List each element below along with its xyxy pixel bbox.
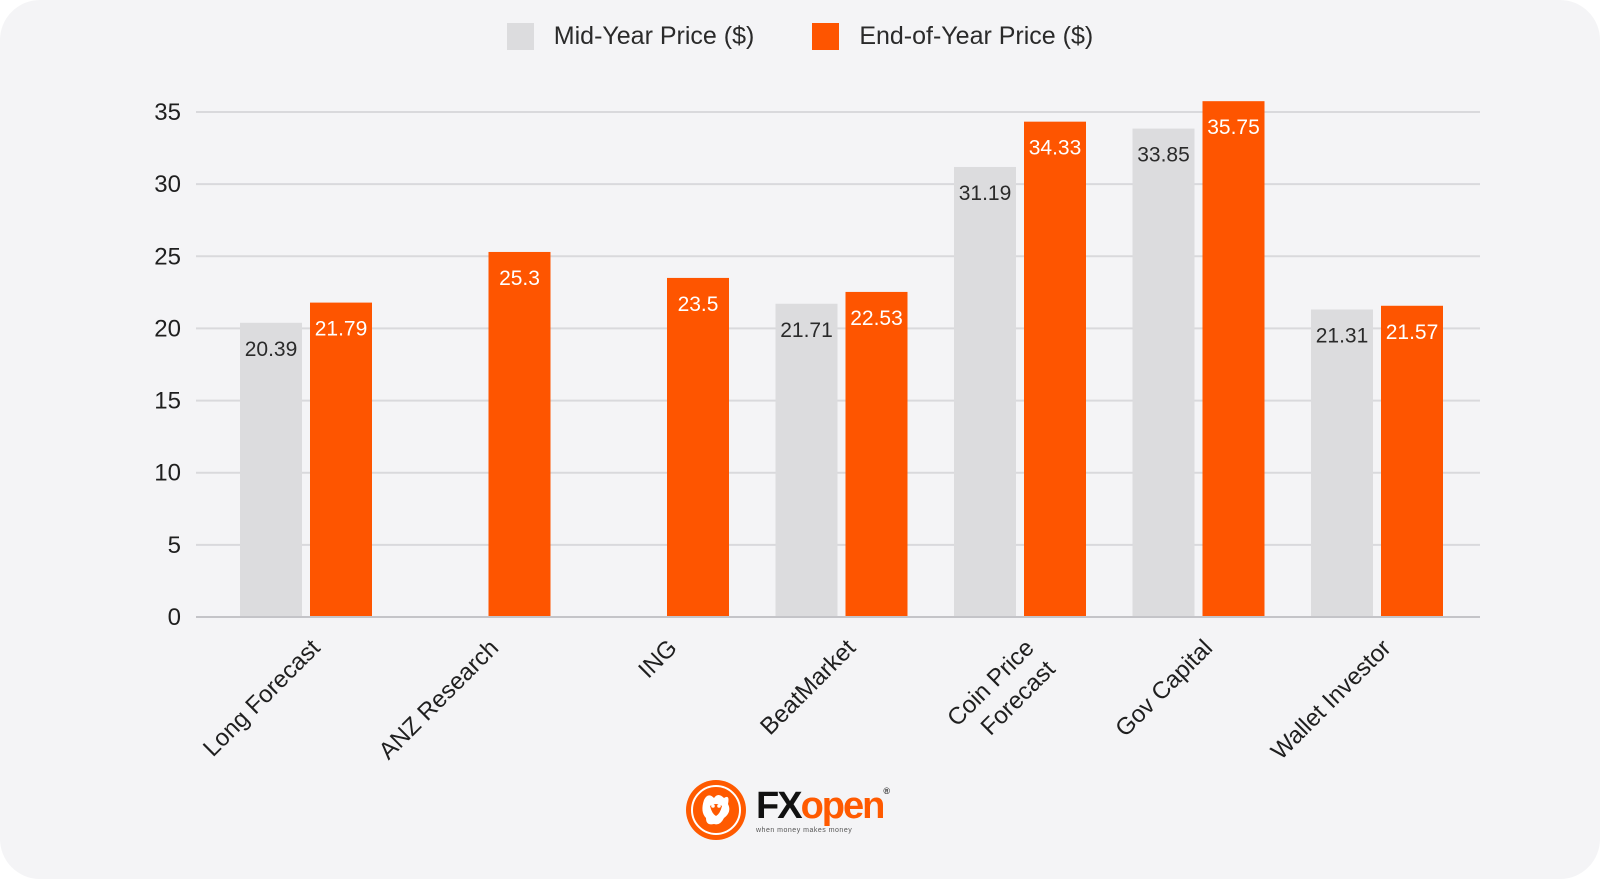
logo-wordmark: FXopen® when money makes money [756,784,890,834]
bar-mid-year [240,322,302,617]
y-tick-label: 20 [154,315,181,342]
legend-swatch-end-of-year [812,23,840,50]
bar-end-of-year [310,302,372,617]
bull-emblem-icon [686,780,746,840]
logo-tagline: when money makes money [756,826,853,834]
x-category-label-line: ING [633,634,682,683]
y-tick-label: 30 [154,171,181,198]
x-category-label-line: Long Forecast [198,634,326,762]
bar-mid-year [775,303,838,617]
legend-label-end-of-year: End-of-Year Price ($) [859,22,1094,50]
logo-open-text: open [800,784,886,827]
x-category-label-line: ANZ Research [374,634,504,764]
x-category-label: Long Forecast [198,634,326,762]
logo-registered-mark: ® [883,785,889,796]
logo-fx-text: FX [756,784,803,827]
x-category-label-line: Wallet Investor [1266,634,1397,765]
bar-end-of-year [1381,305,1443,617]
bar-mid-year [1311,309,1373,617]
data-label-mid-year: 21.31 [1316,325,1369,348]
legend-item-end-of-year: End-of-Year Price ($) [812,22,1093,51]
y-tick-label: 35 [154,99,181,126]
bar-mid-year [1132,128,1195,618]
data-label-end-of-year: 34.33 [1029,137,1082,160]
y-tick-label: 0 [168,604,181,631]
x-category-label-line: Gov Capital [1110,634,1218,742]
data-label-end-of-year: 21.57 [1386,321,1439,344]
legend: Mid-Year Price ($) End-of-Year Price ($) [0,22,1600,51]
y-tick-label: 15 [154,388,181,415]
legend-label-mid-year: Mid-Year Price ($) [553,22,755,50]
bar-end-of-year [1024,121,1086,617]
x-category-label: Gov Capital [1110,634,1218,742]
legend-item-mid-year: Mid-Year Price ($) [506,22,755,51]
data-label-end-of-year: 21.79 [315,318,368,341]
y-tick-label: 10 [154,460,181,487]
data-label-end-of-year: 22.53 [850,307,903,330]
data-label-end-of-year: 23.5 [678,293,719,316]
x-category-label-line: BeatMarket [755,634,861,740]
data-label-mid-year: 21.71 [780,319,833,342]
bar-end-of-year [667,277,729,617]
x-category-label: ANZ Research [374,634,504,764]
data-label-mid-year: 31.19 [959,182,1012,205]
data-label-mid-year: 20.39 [245,338,298,361]
y-tick-label: 5 [168,532,181,559]
y-tick-label: 25 [154,243,181,270]
x-category-label: BeatMarket [755,634,861,740]
bar-end-of-year [1202,101,1265,617]
data-label-end-of-year: 25.3 [499,267,540,290]
legend-swatch-mid-year [506,23,534,50]
x-category-label: Coin PriceForecast [942,634,1061,753]
x-category-label: Wallet Investor [1266,634,1397,765]
bar-mid-year [954,166,1016,618]
fxopen-logo: FXopen® when money makes money [684,778,890,842]
bar-end-of-year [845,291,908,617]
x-category-label: ING [633,634,682,683]
bar-end-of-year [488,251,551,617]
data-label-mid-year: 33.85 [1137,144,1190,167]
data-label-end-of-year: 35.75 [1207,116,1260,139]
